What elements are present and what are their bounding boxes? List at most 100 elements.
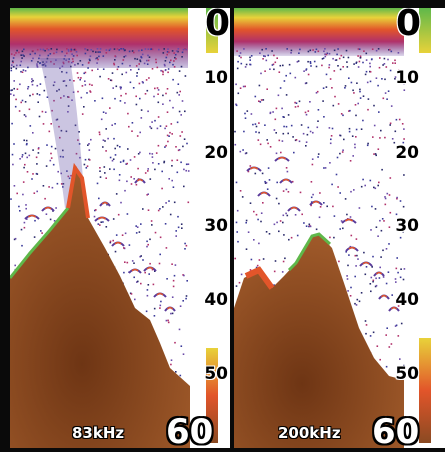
noise-speck (331, 127, 334, 130)
noise-speck (131, 260, 134, 262)
noise-speck (397, 335, 400, 337)
noise-speck (23, 226, 26, 229)
noise-speck (278, 202, 280, 205)
noise-speck (377, 84, 379, 87)
noise-speck (362, 95, 365, 97)
noise-speck (399, 200, 402, 202)
fish-arch-core (166, 306, 174, 310)
noise-speck (171, 263, 173, 265)
noise-speck (122, 48, 125, 50)
noise-speck (370, 58, 373, 61)
noise-speck (164, 64, 166, 67)
noise-speck (127, 112, 129, 115)
noise-speck (339, 228, 341, 230)
noise-speck (161, 187, 163, 190)
noise-speck (168, 200, 170, 202)
noise-speck (264, 182, 267, 184)
noise-speck (32, 173, 34, 175)
noise-speck (75, 51, 78, 53)
noise-speck (336, 53, 338, 56)
noise-speck (397, 271, 399, 274)
noise-speck (357, 55, 359, 57)
noise-speck (172, 106, 174, 109)
noise-speck (157, 89, 160, 91)
noise-speck (170, 359, 173, 361)
noise-speck (316, 126, 319, 129)
noise-speck (293, 151, 295, 154)
noise-speck (181, 227, 183, 229)
noise-speck (347, 290, 349, 292)
noise-speck (167, 321, 170, 324)
noise-speck (185, 169, 187, 172)
noise-speck (140, 109, 143, 111)
noise-speck (390, 105, 393, 107)
noise-speck (165, 202, 167, 204)
noise-speck (370, 276, 373, 279)
noise-speck (114, 250, 117, 253)
noise-speck (130, 176, 132, 178)
noise-speck (234, 143, 237, 146)
sonar-panel-83khz[interactable]: 0 10 20 30 40 50 83kHz 60 (10, 8, 230, 448)
bottom-edge (10, 207, 70, 279)
noise-speck (262, 202, 264, 204)
noise-speck (150, 127, 153, 130)
noise-speck (355, 304, 358, 306)
noise-speck (156, 87, 159, 89)
noise-speck (113, 137, 115, 140)
noise-speck (285, 74, 287, 77)
noise-speck (401, 123, 404, 125)
noise-speck (316, 90, 319, 93)
noise-speck (164, 69, 167, 72)
noise-speck (309, 101, 311, 103)
noise-speck (394, 76, 397, 78)
noise-speck (389, 124, 391, 126)
noise-speck (145, 79, 148, 81)
fish-arch-core (290, 206, 298, 210)
noise-speck (249, 56, 251, 59)
noise-speck (184, 248, 186, 250)
sonar-panel-200khz[interactable]: 0 10 20 30 40 50 200kHz 60 (234, 8, 445, 448)
noise-speck (81, 113, 84, 115)
noise-speck (355, 114, 357, 117)
noise-speck (62, 156, 64, 158)
noise-speck (182, 48, 185, 51)
noise-speck (286, 214, 289, 217)
noise-speck (291, 180, 294, 183)
noise-speck (144, 172, 147, 174)
noise-speck (39, 54, 41, 57)
noise-speck (126, 213, 129, 215)
noise-speck (340, 54, 343, 57)
noise-speck (12, 57, 15, 59)
noise-speck (383, 57, 386, 60)
noise-speck (20, 54, 22, 56)
noise-speck (333, 49, 336, 52)
noise-speck (124, 189, 126, 192)
noise-speck (24, 70, 27, 72)
noise-speck (164, 127, 166, 130)
noise-speck (39, 62, 41, 65)
noise-speck (274, 61, 277, 64)
noise-speck (382, 97, 385, 100)
noise-speck (273, 54, 275, 57)
noise-speck (328, 66, 330, 69)
noise-speck (180, 65, 183, 68)
noise-speck (167, 71, 169, 74)
noise-speck (268, 233, 271, 235)
noise-speck (244, 66, 247, 68)
noise-speck (302, 132, 305, 135)
noise-speck (266, 139, 268, 141)
noise-speck (350, 81, 353, 84)
noise-speck (274, 118, 277, 121)
noise-speck (42, 185, 45, 187)
noise-speck (141, 81, 144, 83)
noise-speck (178, 94, 180, 96)
noise-speck (311, 163, 314, 166)
noise-speck (179, 374, 182, 377)
noise-speck (156, 127, 159, 130)
noise-speck (375, 77, 378, 79)
noise-speck (139, 60, 142, 63)
noise-speck (47, 49, 50, 51)
noise-speck (297, 105, 299, 108)
noise-speck (383, 220, 385, 222)
noise-speck (16, 64, 18, 67)
